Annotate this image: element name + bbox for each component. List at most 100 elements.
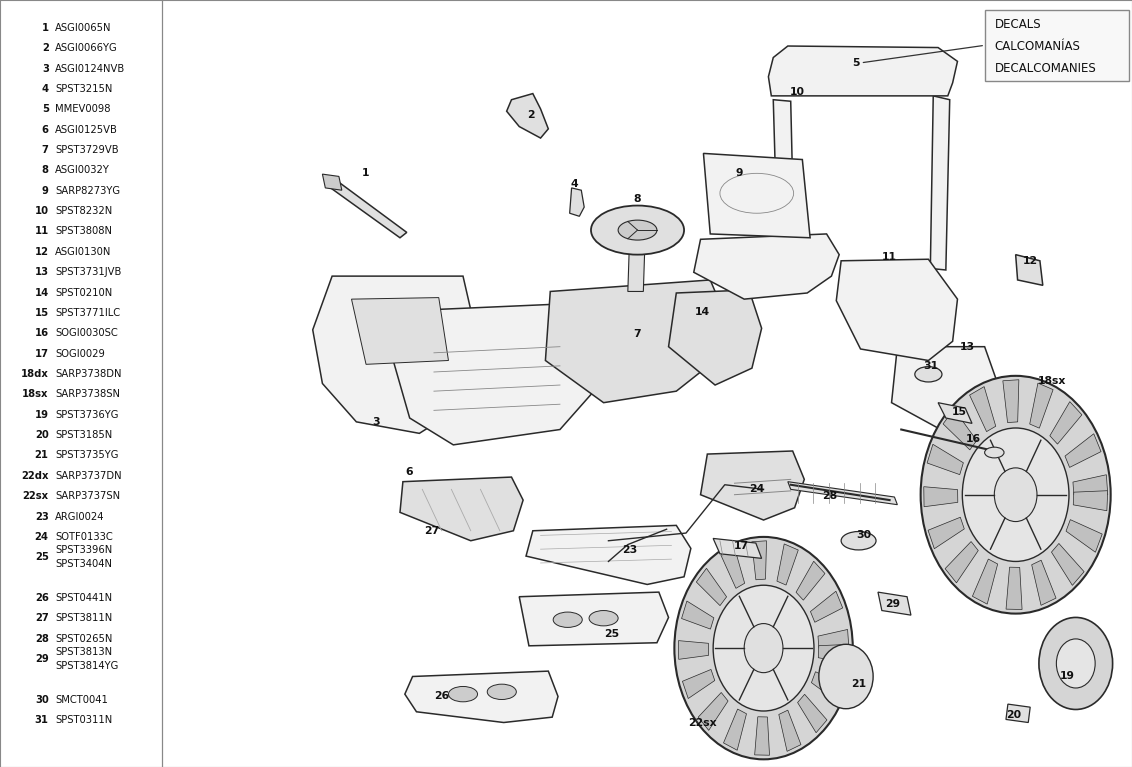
Text: 1: 1: [362, 167, 370, 178]
Text: 18sx: 18sx: [1038, 376, 1066, 387]
Text: SPST3404N: SPST3404N: [55, 559, 112, 569]
Ellipse shape: [713, 585, 814, 711]
Polygon shape: [945, 542, 978, 583]
Polygon shape: [352, 298, 448, 364]
Text: ASGI0066YG: ASGI0066YG: [55, 43, 118, 53]
Text: SPST3735YG: SPST3735YG: [55, 450, 119, 460]
Text: DECALCOMANIES: DECALCOMANIES: [995, 62, 1097, 75]
Polygon shape: [1066, 519, 1103, 552]
Text: ASGI0124NVB: ASGI0124NVB: [55, 64, 126, 74]
Polygon shape: [683, 670, 714, 699]
Text: 11: 11: [34, 226, 49, 236]
Text: 29: 29: [885, 598, 900, 609]
Polygon shape: [798, 694, 827, 732]
Text: SPST0441N: SPST0441N: [55, 593, 112, 603]
Text: 27: 27: [424, 525, 439, 536]
Text: 31: 31: [924, 360, 938, 371]
Polygon shape: [878, 592, 911, 615]
Polygon shape: [752, 541, 766, 580]
Polygon shape: [1073, 475, 1108, 495]
Text: 25: 25: [35, 552, 49, 562]
Text: 4: 4: [571, 179, 578, 189]
Text: SPST0265N: SPST0265N: [55, 634, 112, 644]
Polygon shape: [777, 544, 798, 585]
Polygon shape: [769, 46, 958, 96]
Ellipse shape: [744, 624, 783, 673]
Ellipse shape: [915, 367, 942, 382]
Text: 11: 11: [882, 252, 898, 262]
Polygon shape: [811, 591, 842, 622]
Ellipse shape: [675, 537, 852, 759]
Polygon shape: [931, 96, 950, 270]
Text: SPST8232N: SPST8232N: [55, 206, 112, 216]
Text: SPST3396N: SPST3396N: [55, 545, 112, 555]
Polygon shape: [400, 477, 523, 541]
Polygon shape: [703, 153, 811, 238]
Ellipse shape: [994, 468, 1037, 522]
Polygon shape: [696, 568, 727, 606]
Text: 10: 10: [790, 87, 805, 97]
Text: 10: 10: [35, 206, 49, 216]
Text: 23: 23: [35, 512, 49, 522]
Polygon shape: [938, 403, 972, 423]
Text: 29: 29: [35, 654, 49, 664]
Text: 20: 20: [35, 430, 49, 440]
Text: 15: 15: [35, 308, 49, 318]
Text: 12: 12: [1022, 255, 1038, 266]
Text: 2: 2: [528, 110, 534, 120]
Text: DECALS: DECALS: [995, 18, 1041, 31]
Text: 7: 7: [42, 145, 49, 155]
Polygon shape: [818, 630, 849, 648]
Ellipse shape: [985, 447, 1004, 458]
Ellipse shape: [618, 220, 657, 240]
Text: 3: 3: [42, 64, 49, 74]
Polygon shape: [796, 561, 825, 600]
Ellipse shape: [1039, 617, 1113, 709]
Polygon shape: [1031, 560, 1056, 605]
Polygon shape: [678, 640, 709, 660]
Text: ASGI0065N: ASGI0065N: [55, 23, 112, 33]
Polygon shape: [1003, 380, 1019, 423]
Text: 22sx: 22sx: [23, 491, 49, 501]
Polygon shape: [812, 672, 843, 702]
Text: 28: 28: [822, 491, 837, 502]
Text: 12: 12: [35, 247, 49, 257]
Text: 31: 31: [35, 715, 49, 725]
Polygon shape: [1030, 383, 1053, 428]
Text: 25: 25: [603, 629, 619, 640]
Polygon shape: [628, 232, 645, 291]
Ellipse shape: [448, 686, 478, 702]
Text: 24: 24: [35, 532, 49, 542]
Polygon shape: [325, 178, 406, 238]
Text: ASGI0032Y: ASGI0032Y: [55, 166, 110, 176]
Text: SPST3808N: SPST3808N: [55, 226, 112, 236]
Text: 30: 30: [35, 695, 49, 705]
Polygon shape: [723, 709, 746, 750]
Polygon shape: [526, 525, 691, 584]
Text: 6: 6: [406, 466, 413, 477]
Text: 3: 3: [372, 416, 379, 427]
Text: 22sx: 22sx: [688, 717, 717, 728]
Text: SPST3813N: SPST3813N: [55, 647, 112, 657]
Text: 5: 5: [852, 58, 859, 68]
Text: 23: 23: [623, 545, 637, 555]
Text: 13: 13: [35, 267, 49, 277]
Text: 16: 16: [35, 328, 49, 338]
Text: 18dx: 18dx: [20, 369, 49, 379]
Text: SPST3215N: SPST3215N: [55, 84, 112, 94]
Text: SPST3736YG: SPST3736YG: [55, 410, 119, 420]
Text: 15: 15: [952, 407, 967, 417]
Polygon shape: [928, 517, 964, 548]
Ellipse shape: [554, 612, 582, 627]
Text: 22dx: 22dx: [22, 471, 49, 481]
Ellipse shape: [487, 684, 516, 700]
Text: SARP3737SN: SARP3737SN: [55, 491, 120, 501]
Text: 1: 1: [42, 23, 49, 33]
Text: 30: 30: [856, 529, 871, 540]
Text: SOTF0133C: SOTF0133C: [55, 532, 113, 542]
Polygon shape: [713, 538, 762, 558]
Polygon shape: [698, 693, 728, 730]
Polygon shape: [393, 303, 601, 445]
Text: SPST3771ILC: SPST3771ILC: [55, 308, 120, 318]
Text: SARP3737DN: SARP3737DN: [55, 471, 122, 481]
